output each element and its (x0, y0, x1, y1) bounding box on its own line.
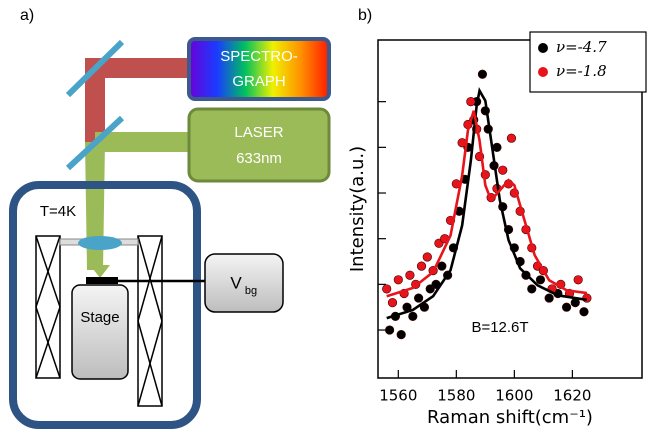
data-point (387, 298, 398, 308)
cryostat (9, 181, 201, 429)
fit-line (386, 87, 588, 320)
x-axis-label: Raman shift(cm⁻¹) (427, 407, 593, 428)
lens (78, 236, 122, 250)
data-point (544, 293, 554, 303)
beam (90, 265, 110, 278)
plot-frame (377, 39, 643, 379)
box-text: LASER (234, 124, 283, 141)
temperature: T=4K (40, 203, 76, 220)
panel-label: b) (358, 7, 372, 24)
x-tick-label: 1620 (553, 387, 591, 405)
data-point (385, 325, 395, 335)
coil (35, 235, 163, 407)
x-tick-label: 1580 (437, 387, 475, 405)
data-point (408, 311, 418, 321)
beam (85, 142, 105, 270)
box-text: 633nm (236, 150, 282, 167)
data-point (393, 275, 403, 285)
data-point (382, 284, 392, 294)
legend-box (529, 31, 647, 93)
gate-box (204, 253, 284, 313)
contact (86, 277, 118, 284)
legend-label: ν=-4.7 (556, 38, 607, 56)
gate-label: V (230, 273, 242, 292)
legend-marker (538, 67, 548, 77)
data-point (506, 133, 517, 143)
beam (85, 58, 105, 144)
x-tick-label: 1600 (495, 387, 533, 405)
x-tick-label: 1560 (379, 387, 417, 405)
raman-chart: b) Intensity(a.u.) Raman shift(cm⁻¹) B=1… (347, 7, 647, 428)
y-axis-label: Intensity(a.u.) (347, 146, 368, 272)
beam (95, 132, 191, 152)
box-text: SPECTRO- (220, 48, 298, 65)
legend-label: ν=-1.8 (556, 62, 607, 80)
data-point (561, 302, 572, 312)
data-point (535, 275, 546, 285)
data-point (582, 293, 592, 303)
data-point (466, 97, 476, 107)
data-point (527, 284, 537, 294)
gate-subscript: bg (245, 285, 257, 297)
annotation: B=12.6T (471, 319, 528, 336)
fit-line (386, 110, 588, 298)
box-text: GRAPH (232, 73, 285, 90)
data-point (396, 330, 406, 340)
spectrograph-box (187, 37, 331, 101)
legend-marker (538, 43, 548, 53)
data-point (492, 142, 502, 152)
setup-diagram: a) SPECTRO- GRAPH LASER 633nm T=4K Stage… (9, 7, 331, 429)
data-point (573, 275, 583, 285)
data-point (579, 307, 589, 317)
data-point (477, 69, 488, 79)
mirror (65, 39, 125, 98)
stage-label: Stage (80, 309, 119, 326)
data-point (414, 293, 424, 303)
data-point (422, 252, 432, 262)
stage (71, 284, 129, 380)
panel-label: a) (20, 7, 34, 24)
mirror (65, 115, 125, 171)
data-point (416, 261, 427, 271)
data-point (405, 270, 415, 280)
laser-box (187, 107, 331, 183)
data-point (437, 261, 447, 271)
data-point (498, 165, 508, 175)
beam (95, 58, 191, 78)
